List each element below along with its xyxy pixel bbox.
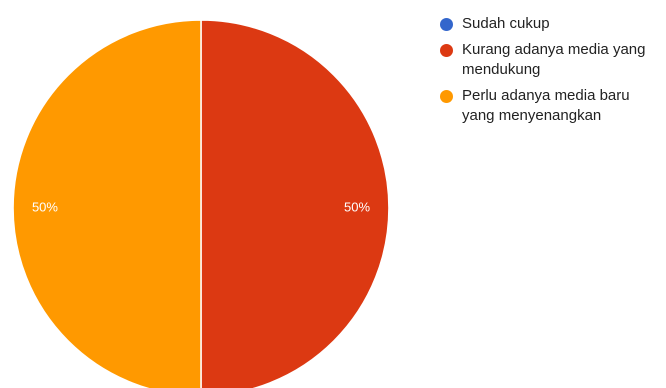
legend-label-kurang-adanya-media: Kurang adanya media yang mendukung [462,41,646,78]
legend: Sudah cukup Kurang adanya media yang men… [440,14,666,132]
legend-label-sudah-cukup: Sudah cukup [462,15,550,32]
legend-swatch-perlu-adanya-media [440,90,453,103]
pie-slice-1[interactable] [200,19,390,388]
slice-label-1: 50% [344,199,370,214]
slice-label-2: 50% [32,199,58,214]
legend-item-sudah-cukup[interactable]: Sudah cukup [440,14,666,34]
legend-label-perlu-adanya-media: Perlu adanya media baru yang menyenangka… [462,87,630,124]
legend-item-perlu-adanya-media[interactable]: Perlu adanya media baru yang menyenangka… [440,86,666,126]
legend-item-kurang-adanya-media[interactable]: Kurang adanya media yang mendukung [440,40,666,80]
pie-slice-2[interactable] [12,19,202,388]
pie-chart: 50% 50% [12,19,390,388]
legend-swatch-sudah-cukup [440,18,453,31]
legend-swatch-kurang-adanya-media [440,44,453,57]
